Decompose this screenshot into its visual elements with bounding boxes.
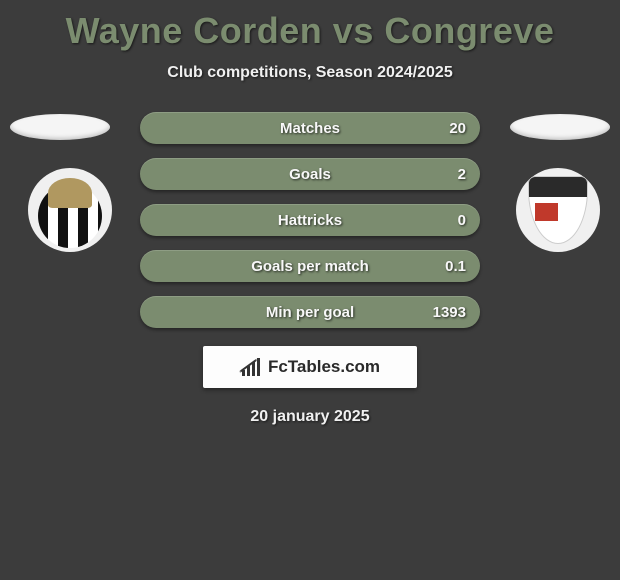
stat-label: Hattricks [278,212,342,229]
subtitle: Club competitions, Season 2024/2025 [0,64,620,82]
stat-right-value: 20 [449,120,466,137]
date-text: 20 january 2025 [0,408,620,426]
page-title: Wayne Corden vs Congreve [0,0,620,52]
right-player-ellipse [510,114,610,140]
comparison-panel: Matches 20 Goals 2 Hattricks 0 Goals per… [0,112,620,426]
left-player-ellipse [10,114,110,140]
stat-row-hattricks: Hattricks 0 [140,204,480,236]
stat-label: Goals [289,166,331,183]
stat-row-min-per-goal: Min per goal 1393 [140,296,480,328]
stat-row-matches: Matches 20 [140,112,480,144]
stat-label: Min per goal [266,304,354,321]
brand-box[interactable]: FcTables.com [203,346,417,388]
left-team-badge [28,168,112,252]
stat-right-value: 1393 [433,304,466,321]
stat-right-value: 0.1 [445,258,466,275]
stat-right-value: 2 [458,166,466,183]
stat-row-goals: Goals 2 [140,158,480,190]
stat-row-goals-per-match: Goals per match 0.1 [140,250,480,282]
brand-text: FcTables.com [268,357,380,377]
bar-chart-icon [240,358,262,376]
stat-label: Goals per match [251,258,369,275]
stat-right-value: 0 [458,212,466,229]
stats-list: Matches 20 Goals 2 Hattricks 0 Goals per… [140,112,480,328]
right-team-badge [516,168,600,252]
shield-icon [528,176,588,244]
stat-label: Matches [280,120,340,137]
